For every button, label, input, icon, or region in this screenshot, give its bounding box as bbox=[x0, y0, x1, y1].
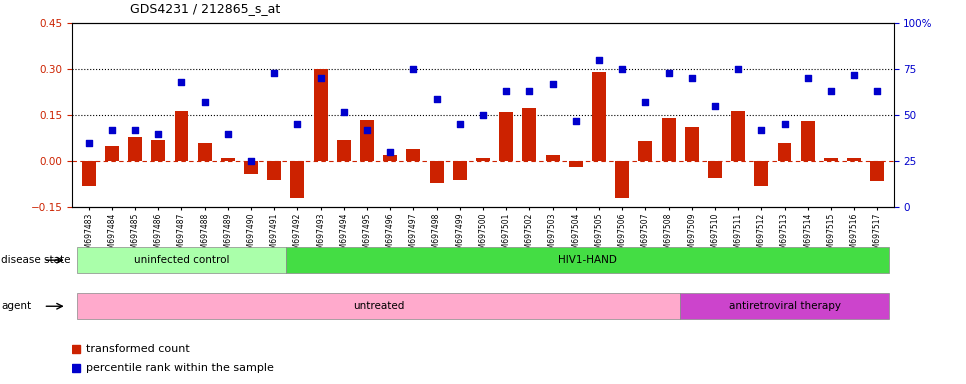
Bar bbox=[778, 143, 791, 161]
Bar bbox=[615, 161, 629, 198]
Point bbox=[81, 140, 97, 146]
Bar bbox=[847, 158, 861, 161]
Bar bbox=[407, 149, 420, 161]
Point bbox=[800, 75, 815, 81]
Bar bbox=[453, 161, 467, 180]
Point bbox=[661, 70, 676, 76]
Point bbox=[104, 127, 120, 133]
Bar bbox=[639, 141, 652, 161]
Bar bbox=[546, 155, 559, 161]
Bar bbox=[77, 247, 286, 273]
Bar bbox=[175, 111, 188, 161]
Point bbox=[591, 57, 607, 63]
Point bbox=[452, 121, 468, 127]
Bar bbox=[198, 143, 212, 161]
Point bbox=[336, 108, 352, 114]
Text: percentile rank within the sample: percentile rank within the sample bbox=[86, 363, 273, 373]
Bar bbox=[685, 127, 698, 161]
Bar bbox=[476, 158, 490, 161]
Text: HIV1-HAND: HIV1-HAND bbox=[558, 255, 617, 265]
Bar bbox=[291, 161, 304, 198]
Point bbox=[359, 127, 375, 133]
Bar bbox=[680, 293, 889, 319]
Point bbox=[684, 75, 699, 81]
Point bbox=[869, 88, 885, 94]
Bar bbox=[384, 155, 397, 161]
Point bbox=[429, 96, 444, 102]
Bar bbox=[430, 161, 443, 183]
Text: disease state: disease state bbox=[1, 255, 71, 265]
Point bbox=[313, 75, 328, 81]
Point bbox=[174, 79, 189, 85]
Bar bbox=[82, 161, 96, 186]
Bar bbox=[128, 137, 142, 161]
Bar bbox=[105, 146, 119, 161]
Bar bbox=[870, 161, 884, 181]
Bar bbox=[754, 161, 768, 186]
Bar bbox=[662, 118, 675, 161]
Bar bbox=[152, 140, 165, 161]
Point bbox=[777, 121, 792, 127]
Bar bbox=[801, 121, 814, 161]
Bar bbox=[268, 161, 281, 180]
Bar bbox=[499, 112, 513, 161]
Point bbox=[638, 99, 653, 105]
Text: untreated: untreated bbox=[353, 301, 405, 311]
Point bbox=[545, 81, 560, 87]
Point bbox=[220, 131, 236, 137]
Bar bbox=[360, 120, 374, 161]
Point bbox=[290, 121, 305, 127]
Point bbox=[614, 66, 630, 72]
Point bbox=[197, 99, 213, 105]
Bar bbox=[824, 158, 838, 161]
Point bbox=[498, 88, 514, 94]
Point bbox=[730, 66, 746, 72]
Bar bbox=[708, 161, 722, 178]
Point bbox=[128, 127, 143, 133]
Point bbox=[267, 70, 282, 76]
Point bbox=[707, 103, 723, 109]
Bar bbox=[221, 158, 235, 161]
Point bbox=[406, 66, 421, 72]
Bar bbox=[77, 293, 680, 319]
Point bbox=[243, 158, 259, 164]
Point bbox=[846, 71, 862, 78]
Text: GDS4231 / 212865_s_at: GDS4231 / 212865_s_at bbox=[130, 2, 281, 15]
Bar bbox=[523, 108, 536, 161]
Text: agent: agent bbox=[1, 301, 31, 311]
Point bbox=[522, 88, 537, 94]
Bar bbox=[244, 161, 258, 174]
Text: transformed count: transformed count bbox=[86, 344, 189, 354]
Point bbox=[383, 149, 398, 155]
Bar bbox=[731, 111, 745, 161]
Bar bbox=[314, 69, 327, 161]
Point bbox=[753, 127, 769, 133]
Bar bbox=[337, 140, 351, 161]
Text: antiretroviral therapy: antiretroviral therapy bbox=[728, 301, 840, 311]
Point bbox=[823, 88, 838, 94]
Point bbox=[151, 131, 166, 137]
Bar bbox=[569, 161, 582, 167]
Text: uninfected control: uninfected control bbox=[133, 255, 229, 265]
Bar bbox=[592, 72, 606, 161]
Point bbox=[568, 118, 583, 124]
Point bbox=[475, 112, 491, 118]
Bar bbox=[286, 247, 889, 273]
